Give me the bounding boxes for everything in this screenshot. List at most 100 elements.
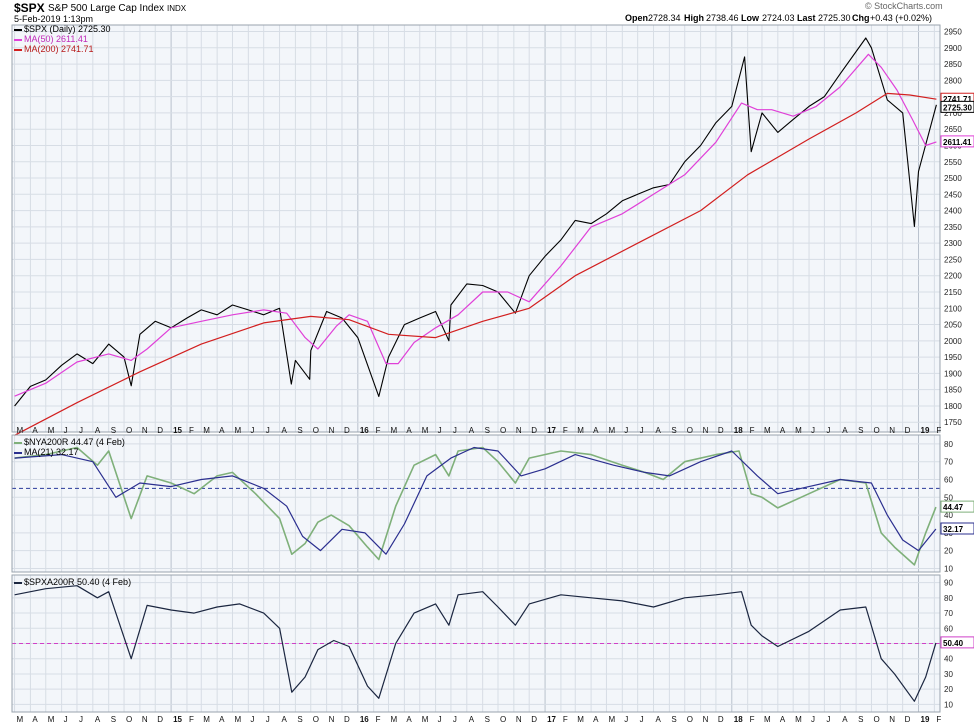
x-tick-label: M (608, 426, 615, 435)
y-tick-label: 50 (944, 493, 953, 502)
y-tick-label: 1750 (944, 418, 962, 427)
legend-nya-ma: MA(21) 32.17 (14, 447, 79, 457)
y-tick-label: 2950 (944, 28, 962, 37)
x-tick-label: M (391, 715, 398, 724)
y-tick-label: 1900 (944, 369, 962, 378)
legend-swatch-spx (14, 28, 22, 31)
y-tick-label: 2000 (944, 337, 962, 346)
x-tick-label: A (95, 426, 101, 435)
ma50-value-tag-box (940, 135, 974, 148)
legend-spxa: $SPXA200R 50.40 (4 Feb) (14, 577, 131, 587)
symbol-label: $SPX (14, 1, 45, 15)
x-tick-label: J (64, 715, 68, 724)
y-tick-label: 1800 (944, 402, 962, 411)
y-tick-label: 10 (944, 700, 953, 709)
x-tick-label: F (189, 715, 194, 724)
x-tick-label: 18 (734, 426, 743, 435)
x-tick-label: F (750, 426, 755, 435)
x-tick-label: 18 (734, 715, 743, 724)
y-tick-label: 10 (944, 564, 953, 573)
x-tick-label: A (282, 426, 288, 435)
x-tick-label: J (826, 426, 830, 435)
last-price-tag-box (940, 100, 974, 113)
x-tick-label: S (485, 426, 490, 435)
x-tick-label: J (438, 426, 442, 435)
y-tick-label: 70 (944, 458, 953, 467)
high-label: High (684, 13, 704, 23)
x-tick-label: D (157, 715, 163, 724)
y-tick-label: 2100 (944, 304, 962, 313)
x-tick-label: F (936, 426, 941, 435)
spx-price-line (14, 37, 937, 407)
x-tick-label: J (624, 426, 628, 435)
x-tick-label: J (453, 426, 457, 435)
last-price-tag-text: 2725.30 (943, 103, 972, 112)
x-tick-label: D (718, 426, 724, 435)
y-tick-label: 2700 (944, 109, 962, 118)
panel-frame-0 (11, 24, 941, 433)
last-value: 2725.30 (818, 13, 851, 23)
y-tick-label: 80 (944, 594, 953, 603)
x-tick-label: S (671, 715, 676, 724)
panel-frame-1 (11, 434, 941, 573)
legend-swatch-ma200 (14, 48, 22, 51)
index-name: S&P 500 Large Cap Index (48, 3, 165, 14)
y-tick-label: 60 (944, 475, 953, 484)
x-tick-label: M (422, 426, 429, 435)
legend-nya-label: $NYA200R 44.47 (4 Feb) (24, 437, 125, 447)
x-tick-label: O (873, 426, 879, 435)
panel-frame-2 (11, 574, 941, 713)
x-tick-label: S (111, 715, 116, 724)
x-tick-label: F (376, 715, 381, 724)
spxa200r-value-tag: 50.40 (940, 636, 974, 649)
x-tick-label: F (189, 426, 194, 435)
x-tick-label: N (889, 426, 895, 435)
y-tick-label: 2300 (944, 239, 962, 248)
x-tick-label: 19 (921, 426, 930, 435)
ma200-value-tag-text: 2741.71 (943, 95, 972, 104)
y-tick-label: 2900 (944, 44, 962, 53)
x-tick-label: N (516, 426, 522, 435)
legend-spxa-label: $SPXA200R 50.40 (4 Feb) (24, 577, 132, 587)
y-tick-label: 2200 (944, 272, 962, 281)
x-tick-label: O (126, 426, 132, 435)
x-tick-label: J (266, 715, 270, 724)
x-tick-label: M (203, 426, 210, 435)
x-tick-label: S (858, 715, 863, 724)
date-label: 5-Feb-2019 1:13pm (14, 14, 94, 24)
x-tick-label: O (500, 715, 506, 724)
x-tick-label: A (32, 426, 38, 435)
y-tick-label: 20 (944, 547, 953, 556)
x-tick-label: F (563, 426, 568, 435)
x-tick-label: N (889, 715, 895, 724)
x-tick-label: A (406, 715, 412, 724)
x-tick-label: D (344, 715, 350, 724)
ma200-line (14, 92, 937, 436)
y-tick-label: 2400 (944, 207, 962, 216)
x-tick-label: F (563, 715, 568, 724)
exchange-label: INDX (167, 4, 187, 13)
y-tick-label: 60 (944, 624, 953, 633)
x-tick-label: S (111, 426, 116, 435)
x-tick-label: O (313, 715, 319, 724)
spxa200r-line (14, 585, 937, 702)
low-value: 2724.03 (762, 13, 795, 23)
y-tick-label: 2500 (944, 174, 962, 183)
x-tick-label: J (250, 715, 254, 724)
legend-swatch-spxa (14, 581, 22, 584)
x-tick-label: D (157, 426, 163, 435)
x-tick-label: A (593, 426, 599, 435)
x-tick-label: A (469, 715, 475, 724)
x-tick-label: M (48, 715, 55, 724)
x-tick-label: D (531, 426, 537, 435)
x-tick-label: M (48, 426, 55, 435)
x-tick-label: J (811, 715, 815, 724)
x-tick-label: A (656, 426, 662, 435)
legend-nya: $NYA200R 44.47 (4 Feb) (14, 437, 125, 447)
nya200r-value-tag: 44.47 (940, 500, 974, 513)
x-tick-label: J (266, 426, 270, 435)
x-tick-label: A (842, 426, 848, 435)
low-label: Low (741, 13, 759, 23)
x-tick-label: S (671, 426, 676, 435)
